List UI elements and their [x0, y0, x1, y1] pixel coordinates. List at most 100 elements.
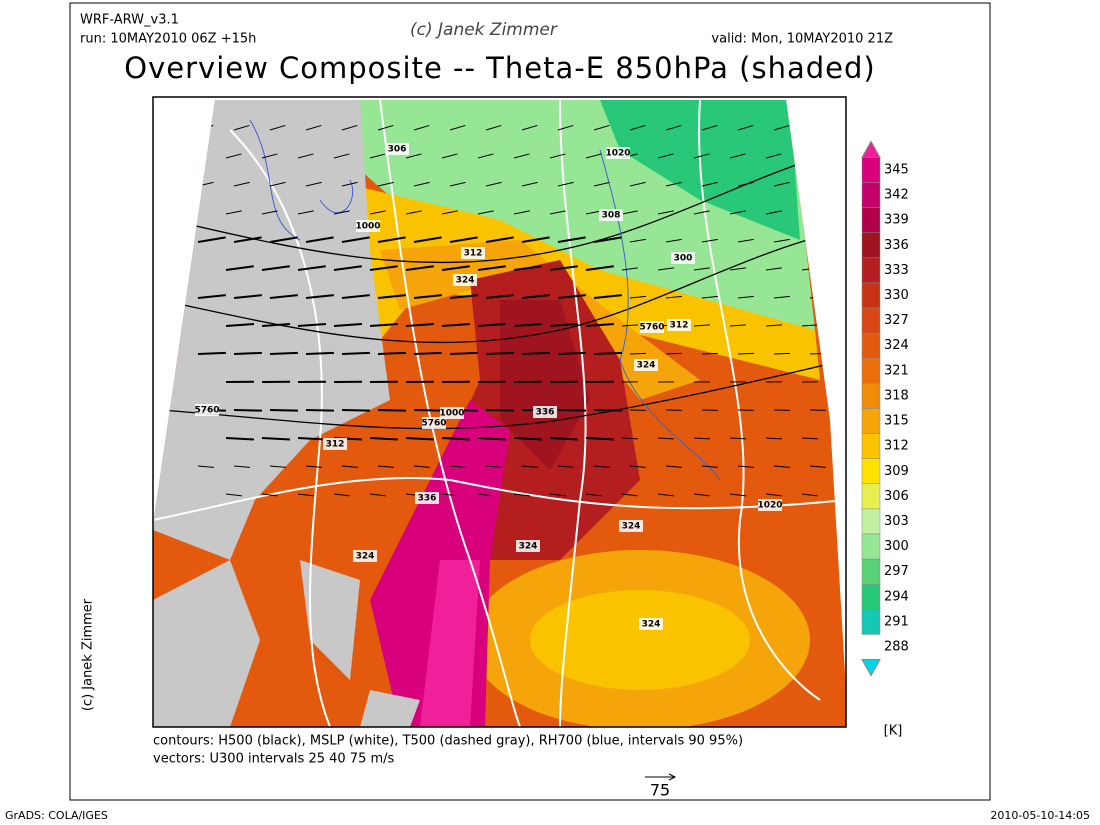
wind-vector [297, 265, 326, 271]
wind-vector [441, 265, 470, 271]
wind-vector [737, 352, 755, 355]
wind-vector [809, 124, 826, 131]
wind-vector [225, 323, 255, 327]
title: Overview Composite -- Theta-E 850hPa (sh… [124, 51, 875, 85]
wind-vector [513, 323, 543, 327]
wind-vector [549, 265, 578, 271]
contour-label: 324 [642, 620, 661, 630]
contour-label-bg [453, 274, 477, 286]
mslp-contour [698, 100, 821, 701]
wind-vector [737, 124, 754, 131]
wind-vector [549, 153, 566, 159]
wind-vector [477, 210, 494, 215]
wind-vector [657, 267, 674, 271]
copyright: (c) Janek Zimmer [410, 20, 558, 40]
contour-label-bg [533, 406, 557, 418]
contour-label-bg [195, 404, 219, 416]
wind-vector [737, 465, 754, 468]
software: GrADS: COLA/IGES [5, 809, 108, 822]
wind-vector [225, 437, 255, 441]
wind-vector [233, 465, 250, 468]
colorbar-box [861, 157, 881, 183]
wind-vector [657, 153, 674, 159]
colorbar-label: 315 [884, 414, 909, 429]
wind-vector [297, 437, 327, 441]
contour-label-bg [516, 540, 540, 552]
wind-vector [521, 181, 538, 187]
model: WRF-ARW_v3.1 [80, 13, 179, 28]
wind-vector [449, 124, 466, 131]
wind-vector [405, 323, 435, 327]
timestamp: 2010-05-10-14:05 [990, 809, 1090, 822]
wind-vector [413, 236, 442, 243]
contour-label-bg [599, 209, 623, 221]
wind-vector [197, 236, 226, 243]
wind-vector [593, 236, 622, 243]
wind-vector [549, 323, 579, 327]
contour-label: 306 [388, 145, 407, 155]
wind-vector [449, 181, 466, 187]
wind-vector [233, 236, 262, 243]
wind-vector [485, 351, 515, 355]
wind-vector [377, 124, 394, 131]
wind-vector [305, 236, 334, 243]
wind-vector [485, 124, 502, 131]
wind-vector [341, 124, 358, 131]
wind-vector [261, 493, 278, 497]
contour-label-bg [353, 550, 377, 562]
wind-vector [485, 236, 514, 243]
wind-vector [297, 210, 314, 215]
wind-vector [369, 265, 398, 271]
wind-vector [801, 437, 819, 440]
contour-label: 300 [674, 254, 693, 264]
vectors-note: vectors: U300 intervals 25 40 75 m/s [153, 752, 395, 767]
colorbar-label: 333 [884, 263, 909, 278]
wind-vector [521, 124, 538, 131]
rh700-contour [319, 179, 354, 214]
wind-vector [657, 210, 674, 215]
wind-vector [269, 181, 286, 187]
wind-vector [693, 210, 710, 215]
contour-label: 324 [356, 552, 375, 562]
wind-vector [701, 465, 718, 468]
wind-vector [729, 210, 746, 215]
colorbar-label: 303 [884, 514, 909, 529]
colorbar-box [861, 383, 881, 409]
wind-vector [225, 493, 242, 497]
contour-label: 1000 [439, 409, 464, 419]
wind-vector [593, 351, 623, 355]
wind-vector [233, 351, 263, 355]
contour-label: 336 [536, 408, 555, 418]
wind-vector [557, 465, 574, 468]
wind-vector [701, 124, 718, 131]
contour-label: 312 [464, 249, 483, 259]
wind-vector [261, 265, 290, 271]
wind-vector [377, 294, 406, 299]
contour-label: 1000 [355, 222, 380, 232]
wind-vector [341, 181, 358, 187]
wind-vector [593, 294, 622, 299]
wind-vector [557, 181, 574, 187]
wind-vector [261, 437, 291, 441]
colorbar-box [861, 332, 881, 359]
contour-label: 5760 [194, 406, 219, 416]
contour-label: 324 [519, 542, 538, 552]
contour-label: 5760 [421, 419, 446, 429]
wind-vector [729, 437, 747, 440]
colorbar-box [861, 533, 881, 560]
wind-vector [513, 210, 530, 215]
colorbar-label: 309 [884, 464, 909, 479]
wind-vector [233, 181, 250, 187]
wind-vector [441, 493, 458, 497]
wind-vector [513, 265, 542, 271]
contour-label: 1020 [605, 149, 630, 159]
wind-vector [521, 351, 551, 355]
wind-vector [341, 236, 370, 243]
wind-vector [225, 210, 242, 215]
colorbar-label: 324 [884, 338, 909, 353]
wind-vector [621, 437, 639, 440]
wind-vector [377, 236, 406, 243]
wind-vector [197, 294, 226, 299]
colorbar-box [861, 583, 881, 610]
wind-vector [269, 236, 298, 243]
